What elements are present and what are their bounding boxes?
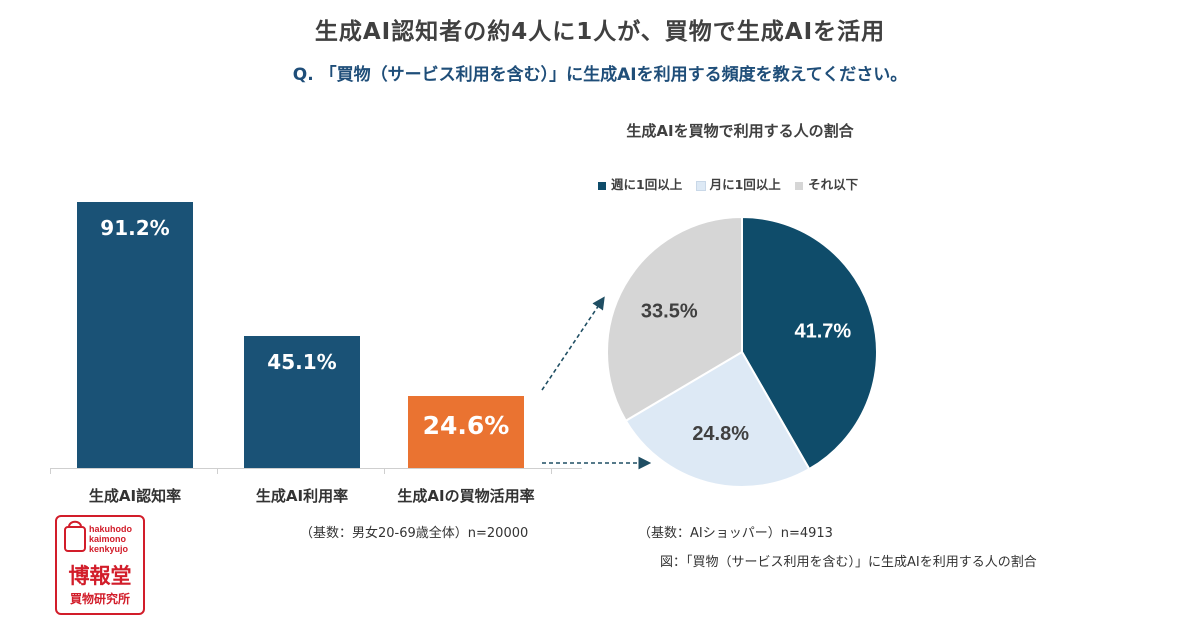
shopping-bag-icon: hakuhodo kaimono kenkyujo 博報堂 買物研究所 [64, 520, 132, 606]
logo-text: kaimono [89, 534, 127, 544]
bar-value-label: 91.2% [100, 215, 170, 240]
axis-tick [384, 468, 385, 474]
pie-slice [606, 215, 743, 423]
bar-category-label: 生成AI利用率 [255, 487, 349, 505]
bar-baseline [50, 468, 582, 469]
bar [408, 396, 524, 468]
logo-name: 博報堂 [69, 564, 132, 588]
bar-value-label: 45.1% [267, 350, 337, 375]
logo-text: kenkyujo [89, 544, 129, 554]
bar-base-note: （基数：男女20-69歳全体）n=20000 [300, 526, 529, 541]
figure-caption: 図：「買物（サービス利用を含む）」に生成AIを利用する人の割合 [660, 555, 1037, 570]
logo-text: hakuhodo [89, 524, 132, 534]
legend-item: それ以下 [795, 177, 858, 192]
bar-category-label: 生成AI認知率 [88, 487, 182, 505]
pie-base-note: （基数：AIショッパー）n=4913 [638, 526, 833, 541]
bar [244, 336, 360, 468]
bar-value-label: 24.6% [422, 411, 510, 441]
logo-sub: 買物研究所 [70, 591, 130, 606]
axis-tick [551, 468, 552, 474]
legend-swatch [695, 180, 706, 191]
axis-tick [217, 468, 218, 474]
legend-label: それ以下 [808, 177, 859, 192]
headline: 生成AI認知者の約4人に1人が、買物で生成AIを活用 [314, 19, 886, 45]
legend-item: 月に1回以上 [695, 177, 781, 192]
legend-swatch [795, 181, 804, 190]
pie-value-label: 41.7% [795, 320, 852, 342]
bar-category-label: 生成AIの買物活用率 [397, 487, 535, 505]
legend-label: 週に1回以上 [611, 177, 683, 192]
legend-label: 月に1回以上 [709, 177, 781, 192]
pie-chart: 41.7% 24.8% 33.5% [606, 215, 878, 488]
pie-value-label: 24.8% [692, 423, 749, 445]
pie-value-label: 33.5% [641, 301, 698, 323]
bar [77, 201, 193, 468]
pie-title: 生成AIを買物で利用する人の割合 [626, 122, 854, 140]
legend-swatch [598, 181, 606, 190]
pie-legend: 週に1回以上 月に1回以上 それ以下 [598, 174, 868, 193]
survey-question: Q. 「買物（サービス利用を含む）」に生成AIを利用する頻度を教えてください。 [292, 65, 908, 85]
legend-item: 週に1回以上 [598, 177, 682, 192]
axis-tick [50, 468, 51, 474]
pie-slice [741, 215, 878, 471]
pie-slice [624, 350, 811, 488]
upper-arrow [541, 296, 605, 391]
hakuhodo-logo: hakuhodo kaimono kenkyujo 博報堂 買物研究所 [55, 515, 145, 615]
